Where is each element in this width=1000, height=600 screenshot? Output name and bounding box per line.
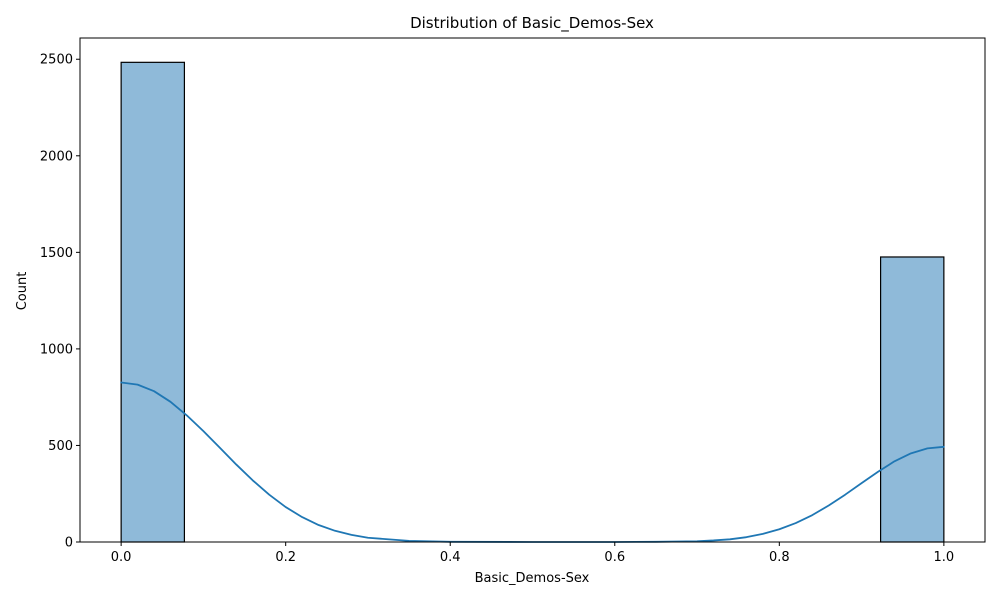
x-tick-label: 0.4 [440,550,461,565]
kde-curve-line [120,381,945,543]
x-tick-label: 1.0 [934,550,955,565]
y-tick-label: 500 [48,439,73,454]
plot-frame [79,37,986,543]
y-tick-label: 0 [65,536,73,551]
histogram-bar-0 [120,61,186,543]
y-tick-label: 2500 [40,53,73,68]
y-axis-label: Count [15,272,30,311]
y-tick-label: 2000 [40,149,73,164]
chart-title: Distribution of Basic_Demos-Sex [410,14,654,33]
x-tick-label: 0.0 [111,550,132,565]
x-axis-label: Basic_Demos-Sex [475,571,590,586]
y-tick-label: 1500 [40,246,73,261]
kde-layer [120,381,945,543]
x-tick-label: 0.8 [769,550,790,565]
bars-layer [120,61,945,543]
histogram-bar-1 [879,256,945,543]
axes-layer: 0.0 0.2 0.4 0.6 0.8 1.0 0 500 1000 1500 2000 2500 [40,37,986,565]
x-tick-label: 0.2 [275,550,296,565]
x-tick-label: 0.6 [604,550,625,565]
y-tick-label: 1000 [40,342,73,357]
